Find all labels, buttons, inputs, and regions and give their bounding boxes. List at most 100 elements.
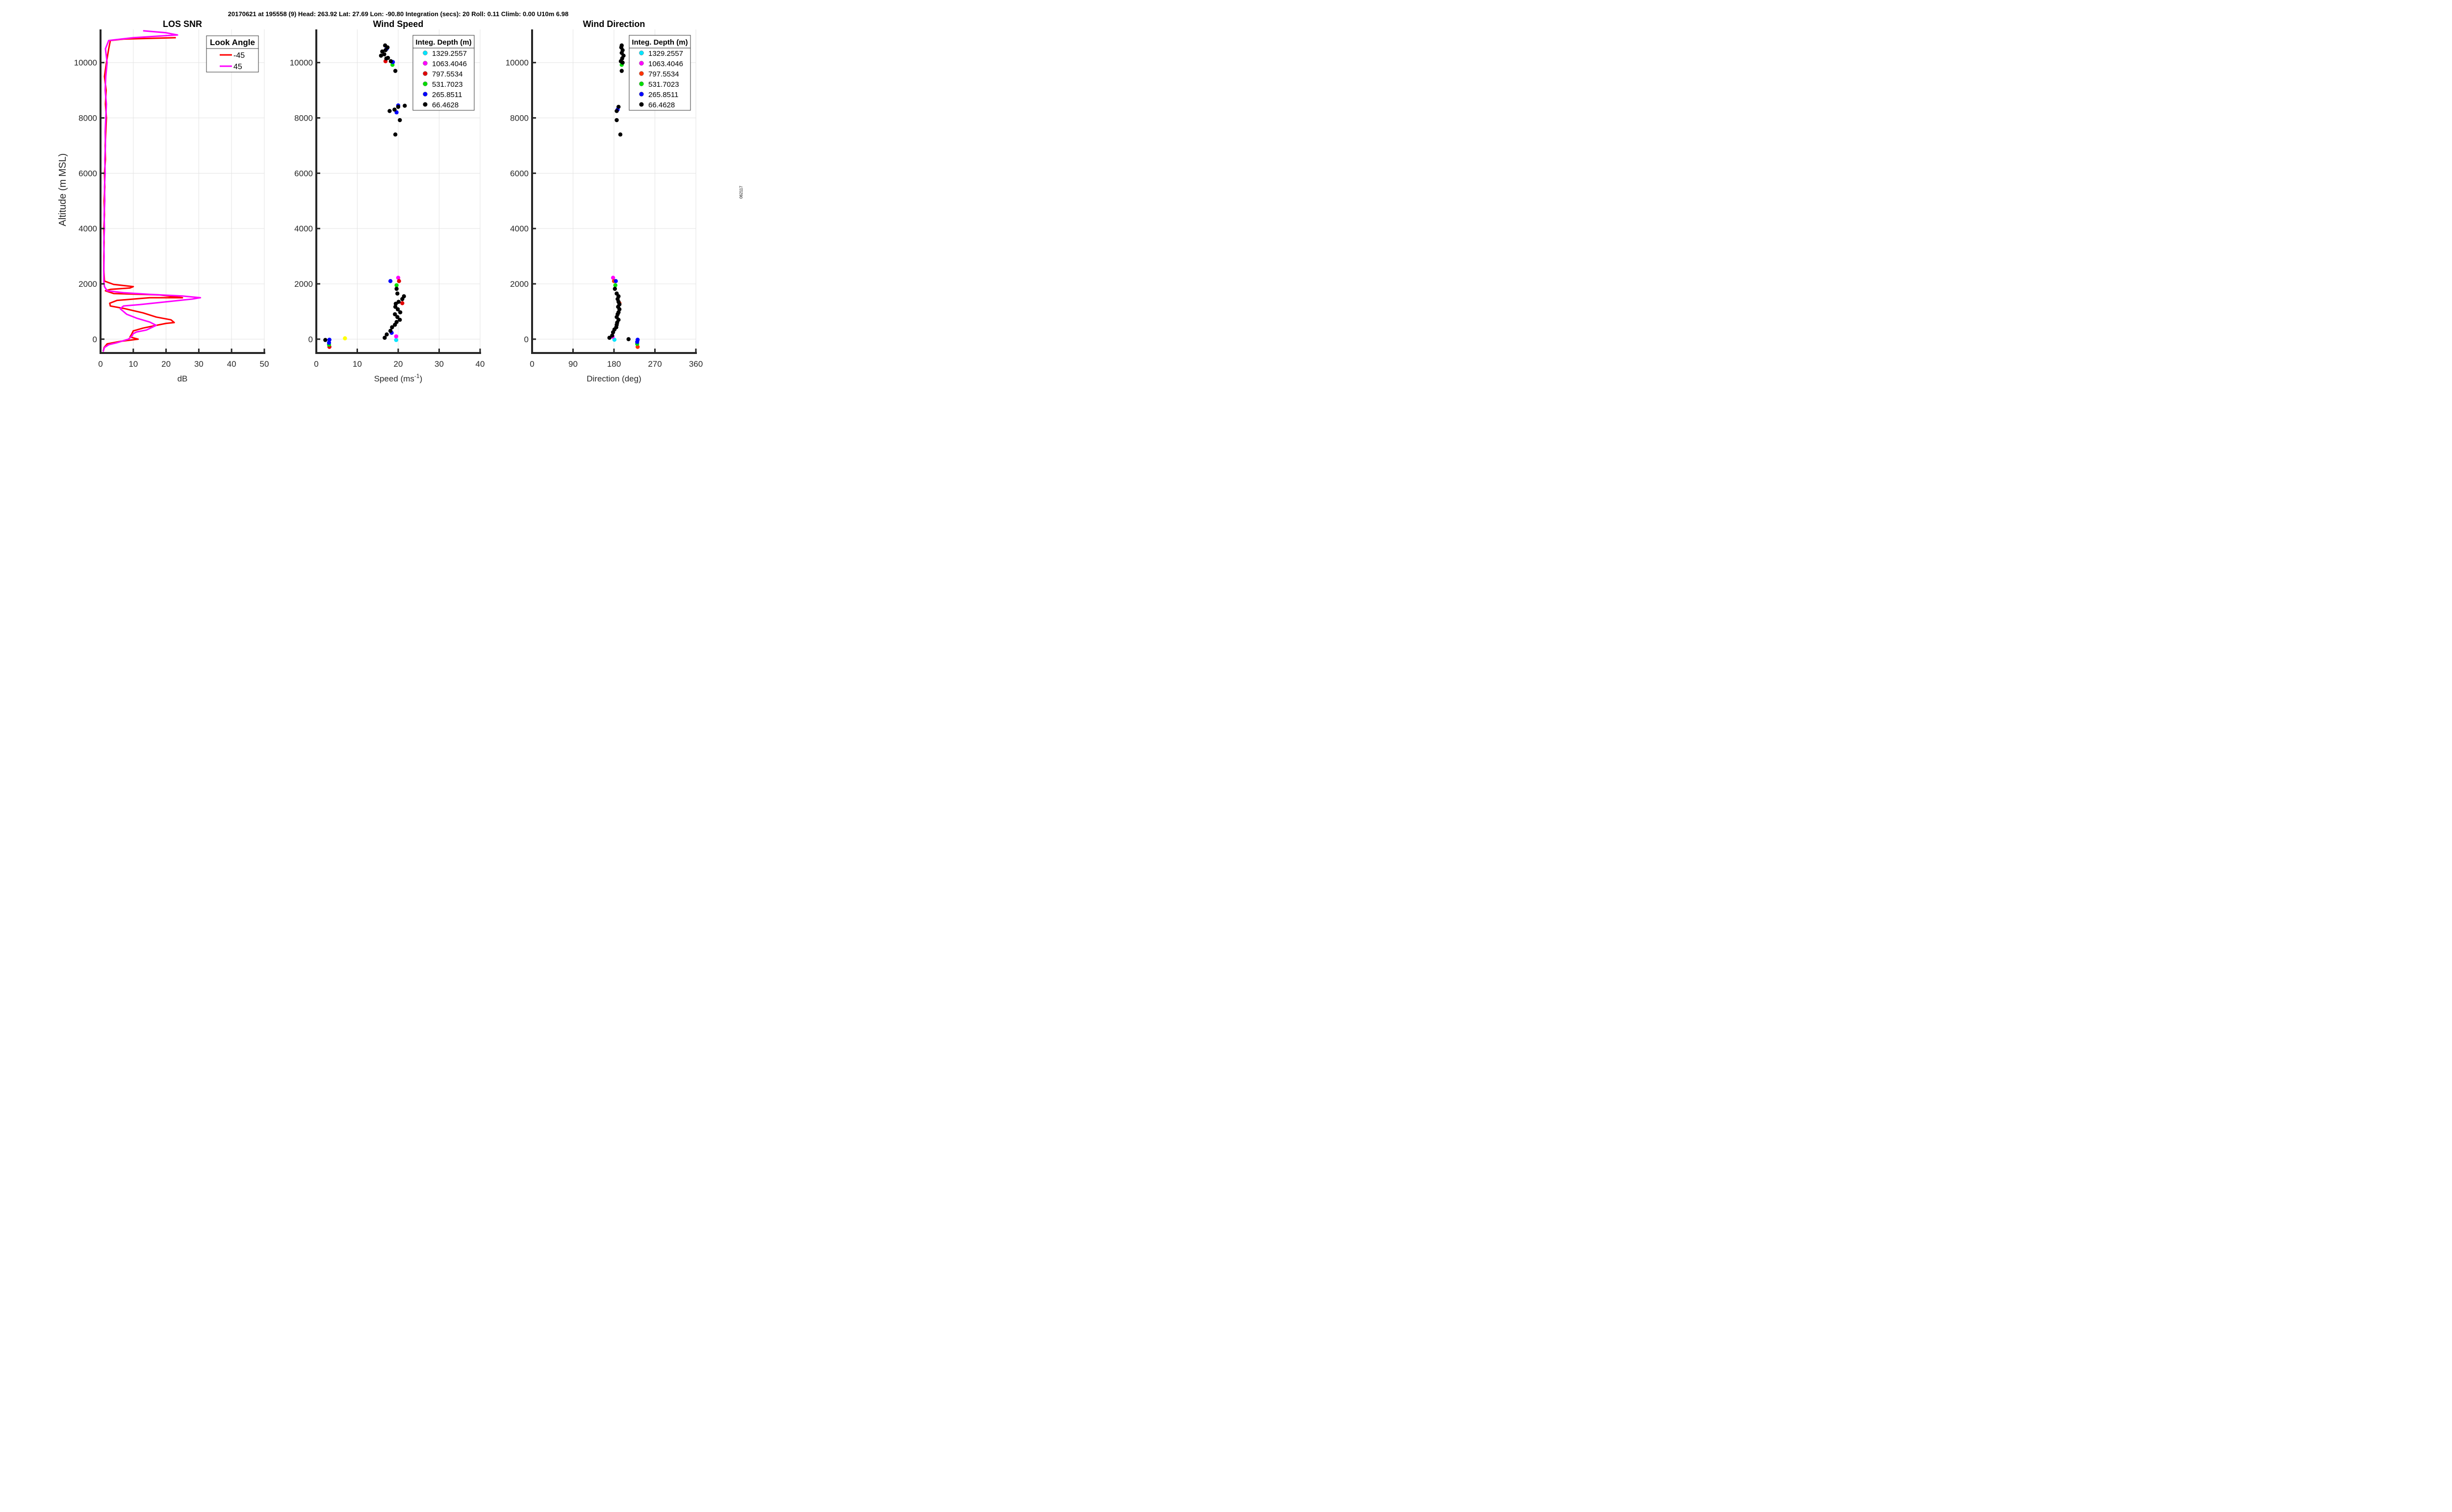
legend-title: Integ. Depth (m) bbox=[632, 38, 688, 47]
x-tick-label: 360 bbox=[689, 359, 703, 369]
x-axis-label-sup: -1 bbox=[414, 373, 420, 379]
x-tick-label: 30 bbox=[194, 359, 204, 369]
y-tick-label: 2000 bbox=[78, 279, 97, 289]
data-point bbox=[400, 301, 405, 305]
x-axis-label: Direction (deg) bbox=[587, 374, 641, 383]
data-point bbox=[402, 294, 406, 299]
data-point bbox=[626, 337, 631, 341]
legend-label: 265.8511 bbox=[432, 91, 462, 99]
legend-marker bbox=[639, 102, 644, 107]
figure: 20170621 at 195558 (9) Head: 263.92 Lat:… bbox=[57, 10, 743, 383]
x-axis-label: Speed (ms-1) bbox=[374, 373, 423, 383]
chart-title: LOS SNR bbox=[163, 19, 202, 29]
legend-label: 531.7023 bbox=[648, 80, 679, 89]
y-tick-label: 8000 bbox=[294, 114, 313, 123]
panel-0: 0 10 20 30 40 50 0 2000 4000 6000 8000 10000 LOS SNR… bbox=[57, 19, 269, 383]
data-point bbox=[396, 276, 401, 280]
y-axis-label: Altitude (m MSL) bbox=[57, 153, 68, 227]
legend: Look Angle -45 45 bbox=[206, 35, 259, 73]
x-tick-label: 20 bbox=[394, 359, 403, 369]
data-point bbox=[394, 338, 399, 342]
data-point bbox=[394, 286, 399, 291]
data-point bbox=[327, 340, 332, 345]
data-point bbox=[393, 132, 398, 137]
x-tick-label: 0 bbox=[530, 359, 534, 369]
data-point bbox=[387, 109, 392, 113]
data-point bbox=[388, 328, 393, 333]
data-point bbox=[384, 332, 389, 337]
x-tick-label: 90 bbox=[568, 359, 578, 369]
x-tick-label: 270 bbox=[648, 359, 662, 369]
data-point bbox=[393, 304, 398, 309]
figure-header: 20170621 at 195558 (9) Head: 263.92 Lat:… bbox=[228, 10, 568, 18]
panel-1: 0 10 20 30 40 0 2000 4000 6000 8000 10000 Wind Spee… bbox=[290, 19, 485, 383]
data-point bbox=[396, 104, 401, 109]
data-point bbox=[612, 337, 617, 342]
chart-title: Wind Direction bbox=[583, 19, 645, 29]
data-point bbox=[384, 56, 388, 61]
data-point bbox=[394, 334, 399, 339]
y-tick-label: 8000 bbox=[78, 114, 97, 123]
y-tick-label: 4000 bbox=[294, 224, 313, 233]
x-tick-label: 10 bbox=[128, 359, 138, 369]
y-tick-label: 2000 bbox=[294, 279, 313, 289]
y-tick-label: 6000 bbox=[294, 169, 313, 178]
x-tick-label: 180 bbox=[607, 359, 621, 369]
data-point bbox=[619, 69, 624, 73]
legend-marker bbox=[423, 61, 428, 66]
x-tick-label: 40 bbox=[227, 359, 236, 369]
y-tick-label: 0 bbox=[93, 335, 97, 344]
legend-label: 1329.2557 bbox=[648, 50, 683, 58]
legend-label: 45 bbox=[233, 63, 242, 71]
data-point bbox=[613, 283, 617, 287]
data-point bbox=[393, 69, 398, 73]
data-point bbox=[616, 104, 621, 109]
y-tick-label: 10000 bbox=[290, 58, 313, 68]
legend-marker bbox=[639, 92, 644, 97]
legend-label: 265.8511 bbox=[648, 91, 678, 99]
data-point bbox=[394, 283, 399, 287]
legend-label: 797.5534 bbox=[432, 70, 463, 78]
data-point bbox=[614, 291, 619, 296]
legend-marker bbox=[639, 71, 644, 76]
data-point bbox=[398, 118, 402, 123]
legend-marker bbox=[423, 92, 428, 97]
data-point bbox=[636, 345, 640, 349]
legend-box bbox=[206, 35, 259, 73]
y-tick-label: 10000 bbox=[74, 58, 97, 68]
data-point bbox=[393, 312, 397, 317]
x-tick-label: 0 bbox=[98, 359, 102, 369]
y-tick-label: 6000 bbox=[78, 169, 97, 178]
data-point bbox=[390, 325, 394, 329]
legend-title: Look Angle bbox=[210, 38, 255, 47]
legend-label: 797.5534 bbox=[648, 70, 679, 78]
data-point bbox=[613, 279, 618, 283]
data-point bbox=[403, 103, 407, 108]
data-point bbox=[607, 335, 612, 340]
data-point bbox=[614, 118, 619, 123]
x-tick-label: 50 bbox=[260, 359, 269, 369]
data-point bbox=[392, 107, 397, 112]
legend-marker bbox=[423, 102, 428, 107]
legend-marker bbox=[639, 81, 644, 86]
legend-label: -45 bbox=[233, 51, 245, 60]
data-point bbox=[614, 109, 619, 113]
data-point bbox=[395, 291, 400, 296]
legend: Integ. Depth (m) 1329.2557 1063.4046 797.55… bbox=[412, 35, 475, 111]
data-point bbox=[343, 336, 347, 341]
panel-2: 0 90 180 270 360 0 2000 4000 6000 8000 10000 Wind D… bbox=[506, 19, 703, 383]
legend-label: 531.7023 bbox=[432, 80, 463, 89]
legend-marker bbox=[423, 81, 428, 86]
data-point bbox=[383, 335, 387, 340]
legend-marker bbox=[639, 50, 644, 55]
legend-marker bbox=[639, 61, 644, 66]
data-point bbox=[383, 43, 387, 48]
y-tick-label: 8000 bbox=[510, 114, 529, 123]
x-tick-label: 20 bbox=[161, 359, 171, 369]
y-tick-label: 10000 bbox=[506, 58, 529, 68]
chart-title: Wind Speed bbox=[373, 19, 424, 29]
x-tick-label: 40 bbox=[476, 359, 485, 369]
data-point bbox=[394, 320, 399, 325]
y-tick-label: 4000 bbox=[78, 224, 97, 233]
x-axis-label-end: ) bbox=[420, 374, 423, 383]
